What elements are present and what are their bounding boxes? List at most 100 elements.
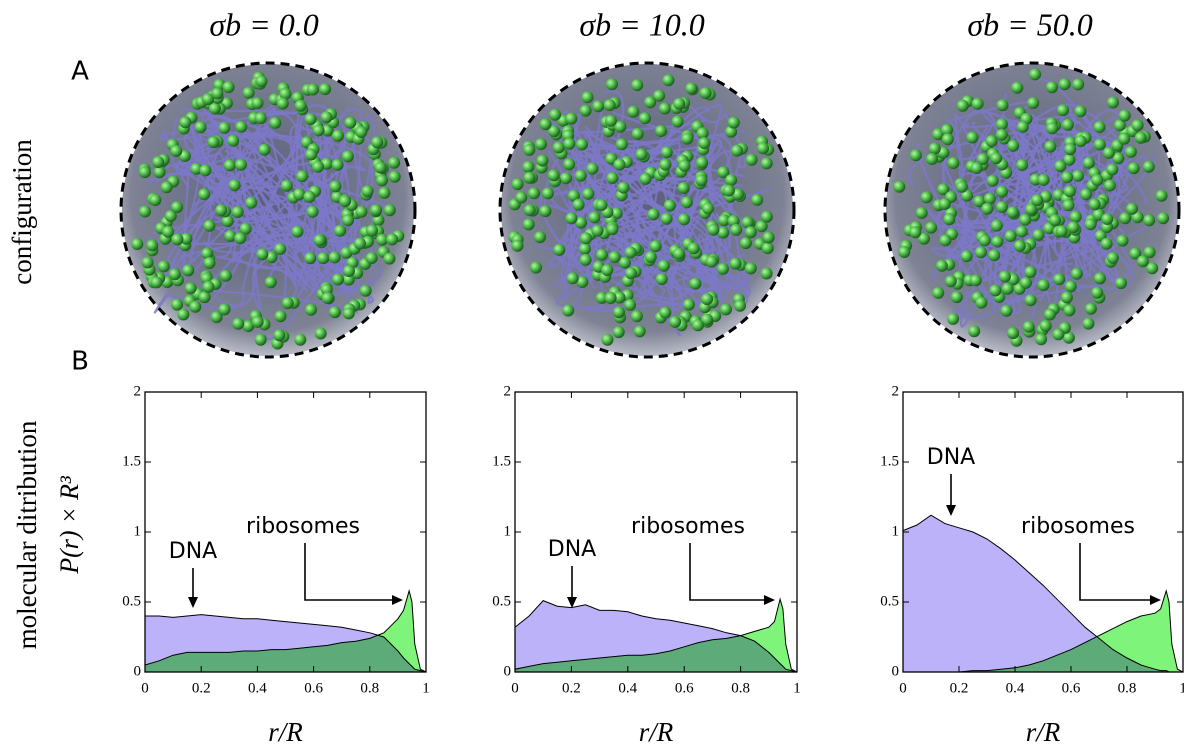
- ribosome-ball: [732, 188, 744, 201]
- ribosome-ball: [956, 99, 969, 112]
- ribosome-ball: [565, 212, 578, 225]
- ribosome-ball: [303, 190, 316, 203]
- ribosome-ball: [978, 234, 991, 247]
- ribosome-ball: [692, 319, 704, 332]
- ribosome-ball: [744, 262, 757, 275]
- ribosome-ball: [673, 247, 685, 260]
- ribosome-ball: [530, 261, 542, 274]
- ribosome-ball: [717, 262, 729, 275]
- ribosome-ball: [343, 265, 355, 277]
- ribosome-ball: [669, 315, 682, 328]
- x-tick-label: 0.2: [192, 680, 211, 696]
- ribosome-ball: [1031, 194, 1044, 207]
- annotation: ribosomes: [631, 514, 745, 539]
- ribosome-ball: [328, 251, 341, 264]
- ribosome-ball: [281, 297, 294, 310]
- ribosome-ball: [909, 226, 922, 239]
- ribosome-ball: [1064, 143, 1077, 156]
- ribosome-ball: [725, 125, 738, 138]
- ribosome-ball: [293, 188, 306, 201]
- ribosome-ball: [242, 320, 255, 332]
- ribosome-ball: [579, 253, 592, 266]
- ribosome-ball: [941, 133, 954, 146]
- ribosome-ball: [264, 276, 277, 289]
- ribosome-ball: [222, 81, 235, 94]
- ribosome-ball: [988, 249, 1001, 262]
- ribosome-ball: [1007, 139, 1020, 152]
- ribosome-ball: [232, 317, 245, 330]
- ribosome-ball: [601, 333, 614, 346]
- ribosome-ball: [552, 141, 565, 154]
- ribosome-ball: [1069, 210, 1082, 223]
- ribosome-ball: [388, 156, 401, 169]
- ribosome-ball: [1142, 160, 1155, 173]
- ribosome-ball: [698, 137, 711, 150]
- ribosome-ball: [581, 91, 594, 104]
- ribosome-ball: [171, 298, 184, 311]
- ribosome-ball: [1049, 214, 1062, 227]
- ribosome-ball: [274, 243, 287, 255]
- ribosome-ball: [606, 223, 619, 236]
- ribosome-ball: [203, 219, 216, 232]
- ribosome-ball: [983, 192, 996, 205]
- ribosome-ball: [342, 307, 355, 320]
- y-tick-label: 0.5: [122, 593, 141, 609]
- ribosome-ball: [925, 221, 938, 234]
- arrow-head: [764, 595, 775, 605]
- ribosome-ball: [947, 312, 960, 325]
- ribosome-ball: [1058, 78, 1071, 91]
- ribosome-ball: [553, 243, 566, 256]
- ribosome-ball: [1060, 291, 1073, 304]
- ribosome-ball: [657, 259, 670, 272]
- ribosome-ball: [614, 120, 627, 133]
- ribosome-ball: [757, 142, 770, 155]
- ribosome-ball: [989, 284, 1002, 297]
- ribosome-ball: [522, 160, 535, 173]
- ribosome-ball: [1035, 333, 1048, 346]
- ribosome-ball: [331, 158, 344, 171]
- ribosome-ball: [366, 224, 379, 237]
- ribosome-ball: [1063, 185, 1076, 198]
- ribosome-ball: [198, 291, 211, 304]
- ribosome-ball: [990, 219, 1003, 232]
- ribosome-ball: [203, 257, 216, 269]
- ribosome-ball: [339, 195, 352, 208]
- y-tick-label: 0: [504, 663, 512, 679]
- ribosome-ball: [211, 87, 224, 100]
- ribosome-ball: [630, 310, 643, 323]
- ribosome-ball: [202, 280, 215, 293]
- ribosome-ball: [313, 234, 326, 247]
- ribosome-ball: [696, 127, 709, 140]
- ribosome-ball: [265, 251, 278, 264]
- ribosome-ball: [1082, 317, 1095, 330]
- ribosome-ball: [1062, 331, 1075, 344]
- ribosome-ball: [1006, 206, 1019, 219]
- ribosome-ball: [307, 83, 319, 96]
- ribosome-ball: [1101, 213, 1114, 225]
- dna-strand: [559, 157, 718, 301]
- ribosome-ball: [149, 194, 162, 206]
- ribosome-ball: [671, 115, 684, 128]
- ribosome-ball: [177, 308, 190, 321]
- ribosome-ball: [1024, 294, 1037, 307]
- ribosome-ball: [1146, 262, 1159, 275]
- ribosome-ball: [604, 114, 617, 127]
- ribosome-ball: [1106, 251, 1119, 264]
- ribosome-ball: [245, 196, 258, 209]
- ribosome-ball: [653, 89, 666, 102]
- ribosome-ball: [567, 189, 580, 202]
- ribosome-ball: [254, 112, 267, 125]
- ribosome-ball: [224, 230, 237, 242]
- ribosome-ball: [131, 238, 144, 250]
- ribosome-ball: [996, 185, 1008, 198]
- ribosome-ball: [208, 102, 221, 115]
- row-label: molecular ditribution: [12, 420, 42, 649]
- ribosome-ball: [370, 204, 383, 217]
- ribosome-ball: [932, 128, 945, 141]
- ribosome-ball: [950, 291, 963, 304]
- ribosome-ball: [291, 225, 304, 238]
- ribosome-ball: [1016, 120, 1029, 133]
- ribosome-ball: [755, 220, 768, 233]
- ribosome-ball: [227, 134, 240, 147]
- ribosome-ball: [234, 232, 247, 245]
